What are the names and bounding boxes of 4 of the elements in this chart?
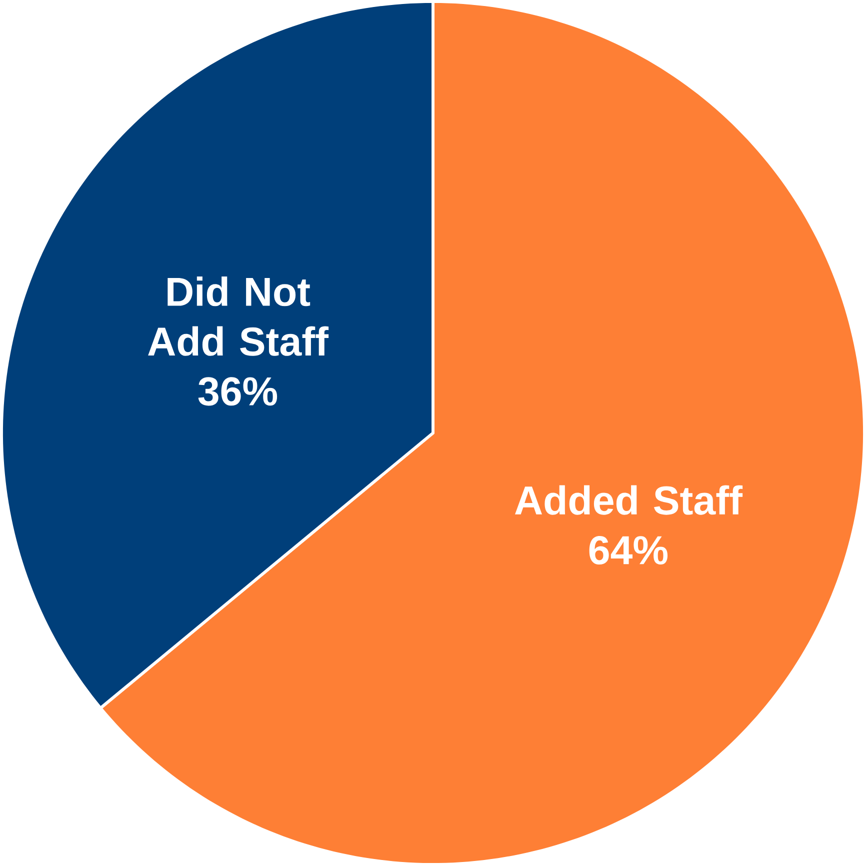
- data-label: 36%: [198, 377, 278, 406]
- slice-label: Added Staff: [514, 485, 743, 515]
- slice-label: Did Not Add Staff: [148, 276, 329, 356]
- data-label: 64%: [589, 536, 668, 565]
